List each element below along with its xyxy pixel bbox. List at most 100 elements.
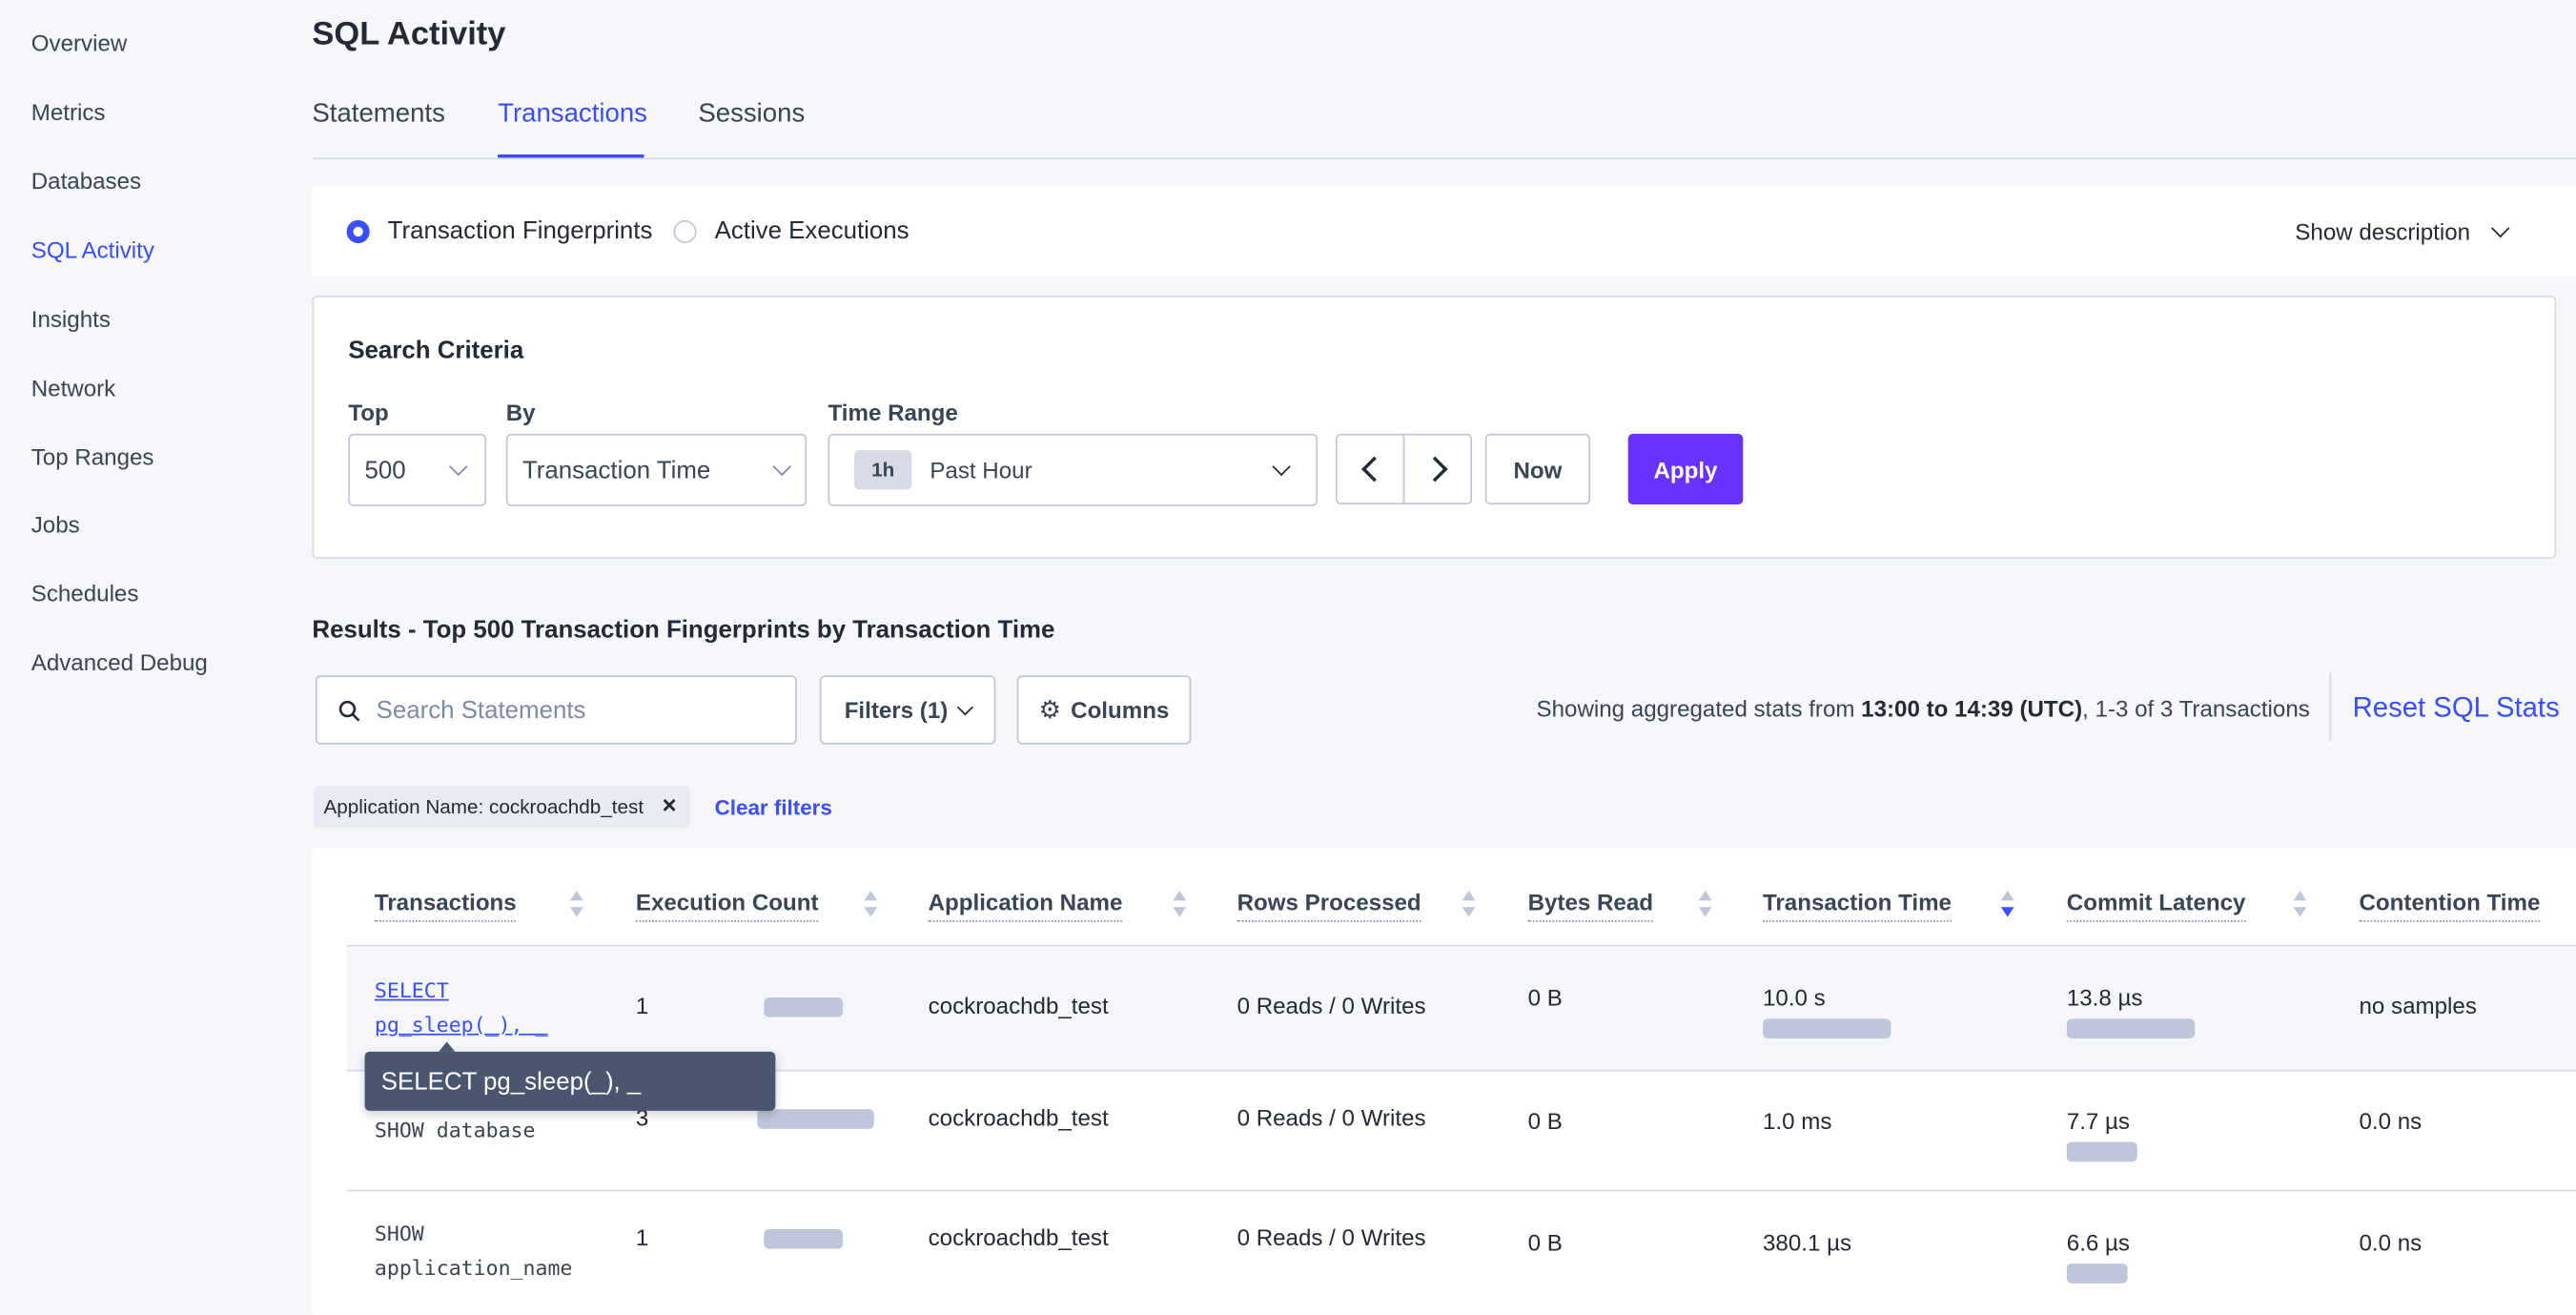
sort-icon[interactable] [2000, 890, 2014, 917]
columns-button[interactable]: ⚙ Columns [1016, 675, 1192, 745]
transaction-time: 10.0 s [1762, 984, 1826, 1011]
time-range-value: Past Hour [930, 457, 1032, 483]
sidebar-item-metrics[interactable]: Metrics [31, 98, 106, 125]
filters-button[interactable]: Filters (1) [819, 675, 996, 745]
now-button[interactable]: Now [1484, 433, 1591, 505]
stats-suffix: , 1-3 of 3 Transactions [2082, 694, 2310, 722]
commit-latency-bar [2066, 1264, 2128, 1284]
filters-label: Filters (1) [844, 696, 949, 724]
execution-count-bar [757, 1109, 874, 1129]
sidebar-item-jobs[interactable]: Jobs [31, 510, 80, 538]
sidebar-item-schedules[interactable]: Schedules [31, 580, 139, 606]
search-placeholder: Search Statements [376, 696, 586, 725]
column-header-rows-processed[interactable]: Rows Processed [1237, 889, 1421, 922]
next-time-button[interactable] [1402, 433, 1472, 505]
time-range-label: Time Range [828, 399, 958, 426]
column-header-commit-latency[interactable]: Commit Latency [2066, 889, 2246, 922]
top-value: 500 [364, 457, 406, 485]
bytes-read: 0 B [1527, 1107, 1563, 1135]
chevron-down-icon [956, 698, 973, 715]
rows-processed: 0 Reads / 0 Writes [1237, 992, 1426, 1019]
commit-latency-bar [2066, 1018, 2196, 1039]
sidebar-item-network[interactable]: Network [31, 374, 116, 401]
chevron-down-icon [2490, 218, 2510, 238]
chevron-down-icon [449, 457, 468, 477]
column-header-contention-time[interactable]: Contention Time [2359, 889, 2541, 922]
column-header-bytes-read[interactable]: Bytes Read [1527, 889, 1653, 922]
sort-icon[interactable] [1173, 890, 1187, 917]
page-title: SQL Activity [312, 16, 506, 53]
gear-icon: ⚙ [1038, 696, 1061, 725]
sidebar-item-advanced-debug[interactable]: Advanced Debug [31, 648, 208, 676]
commit-latency: 7.7 µs [2066, 1107, 2130, 1135]
row-divider [346, 1069, 2576, 1072]
reset-sql-stats-link[interactable]: Reset SQL Stats [2352, 691, 2560, 724]
columns-label: Columns [1071, 696, 1170, 724]
apply-button[interactable]: Apply [1627, 433, 1744, 505]
txn-line: application_name [374, 1255, 573, 1281]
by-value: Transaction Time [521, 457, 711, 485]
stats-summary: Showing aggregated stats from 13:00 to 1… [1537, 695, 2310, 722]
column-header-transaction-time[interactable]: Transaction Time [1762, 889, 1952, 922]
txn-line: pg_sleep(_), _ [374, 1012, 548, 1038]
contention-time: 0.0 ns [2359, 1228, 2423, 1256]
chevron-left-icon [1360, 456, 1386, 483]
execution-count-bar [764, 997, 844, 1017]
tooltip: SELECT pg_sleep(_), _ [364, 1041, 776, 1111]
column-header-transactions[interactable]: Transactions [374, 889, 517, 922]
sort-icon[interactable] [1462, 890, 1476, 917]
clear-filters-link[interactable]: Clear filters [714, 795, 832, 820]
tab-statements[interactable]: Statements [312, 100, 445, 129]
commit-latency-bar [2066, 1141, 2137, 1162]
transaction-time: 380.1 µs [1762, 1228, 1852, 1256]
transaction-time: 1.0 ms [1762, 1107, 1832, 1135]
tab-transactions[interactable]: Transactions [498, 100, 647, 129]
transaction-link[interactable]: SHOW database [375, 1113, 536, 1147]
tab-sessions[interactable]: Sessions [698, 100, 806, 129]
sidebar-item-top-ranges[interactable]: Top Ranges [31, 443, 154, 470]
contention-time: 0.0 ns [2359, 1107, 2423, 1135]
txn-line: SELECT [374, 977, 449, 1003]
execution-count: 1 [635, 992, 649, 1019]
show-description-button[interactable]: Show description [2295, 218, 2471, 245]
divider [2329, 671, 2332, 742]
time-range-select[interactable]: 1h Past Hour [828, 433, 1319, 506]
bytes-read: 0 B [1527, 1228, 1563, 1256]
previous-time-button[interactable] [1335, 433, 1405, 505]
stats-range: 13:00 to 14:39 (UTC) [1861, 694, 2083, 722]
close-icon[interactable]: × [662, 791, 677, 820]
sidebar-item-insights[interactable]: Insights [31, 305, 111, 333]
sidebar-item-databases[interactable]: Databases [31, 167, 142, 195]
transaction-link[interactable]: SELECT pg_sleep(_), _ [375, 973, 548, 1041]
sidebar-item-sql-activity[interactable]: SQL Activity [31, 236, 154, 263]
tooltip-arrow [439, 1041, 456, 1052]
row-divider [346, 1189, 2576, 1192]
commit-latency: 6.6 µs [2066, 1228, 2130, 1256]
radio-label[interactable]: Active Executions [714, 216, 910, 245]
top-select[interactable]: 500 [348, 433, 487, 506]
radio-transaction-fingerprints[interactable] [346, 219, 370, 244]
by-select[interactable]: Transaction Time [505, 433, 808, 506]
application-name: cockroachdb_test [928, 992, 1109, 1019]
sort-icon[interactable] [864, 890, 878, 917]
column-header-execution-count[interactable]: Execution Count [635, 889, 819, 922]
transaction-link[interactable]: SHOW application_name [375, 1216, 573, 1284]
execution-count-bar [764, 1228, 844, 1249]
commit-latency: 13.8 µs [2066, 984, 2143, 1011]
radio-label[interactable]: Transaction Fingerprints [387, 216, 653, 245]
stats-prefix: Showing aggregated stats from [1536, 694, 1862, 722]
search-criteria-title: Search Criteria [348, 337, 524, 365]
sidebar-item-overview[interactable]: Overview [31, 30, 128, 56]
execution-count: 1 [635, 1223, 649, 1251]
sort-icon[interactable] [569, 890, 583, 917]
radio-active-executions[interactable] [673, 219, 697, 244]
sort-icon[interactable] [2293, 890, 2307, 917]
column-header-application-name[interactable]: Application Name [928, 889, 1123, 922]
sort-icon[interactable] [1698, 890, 1712, 917]
txn-line: SHOW [374, 1221, 424, 1246]
row-highlight [346, 946, 2576, 1070]
application-name: cockroachdb_test [928, 1103, 1109, 1131]
search-statements-input[interactable]: Search Statements [315, 675, 797, 745]
bytes-read: 0 B [1527, 984, 1563, 1011]
chevron-down-icon [1272, 457, 1291, 477]
